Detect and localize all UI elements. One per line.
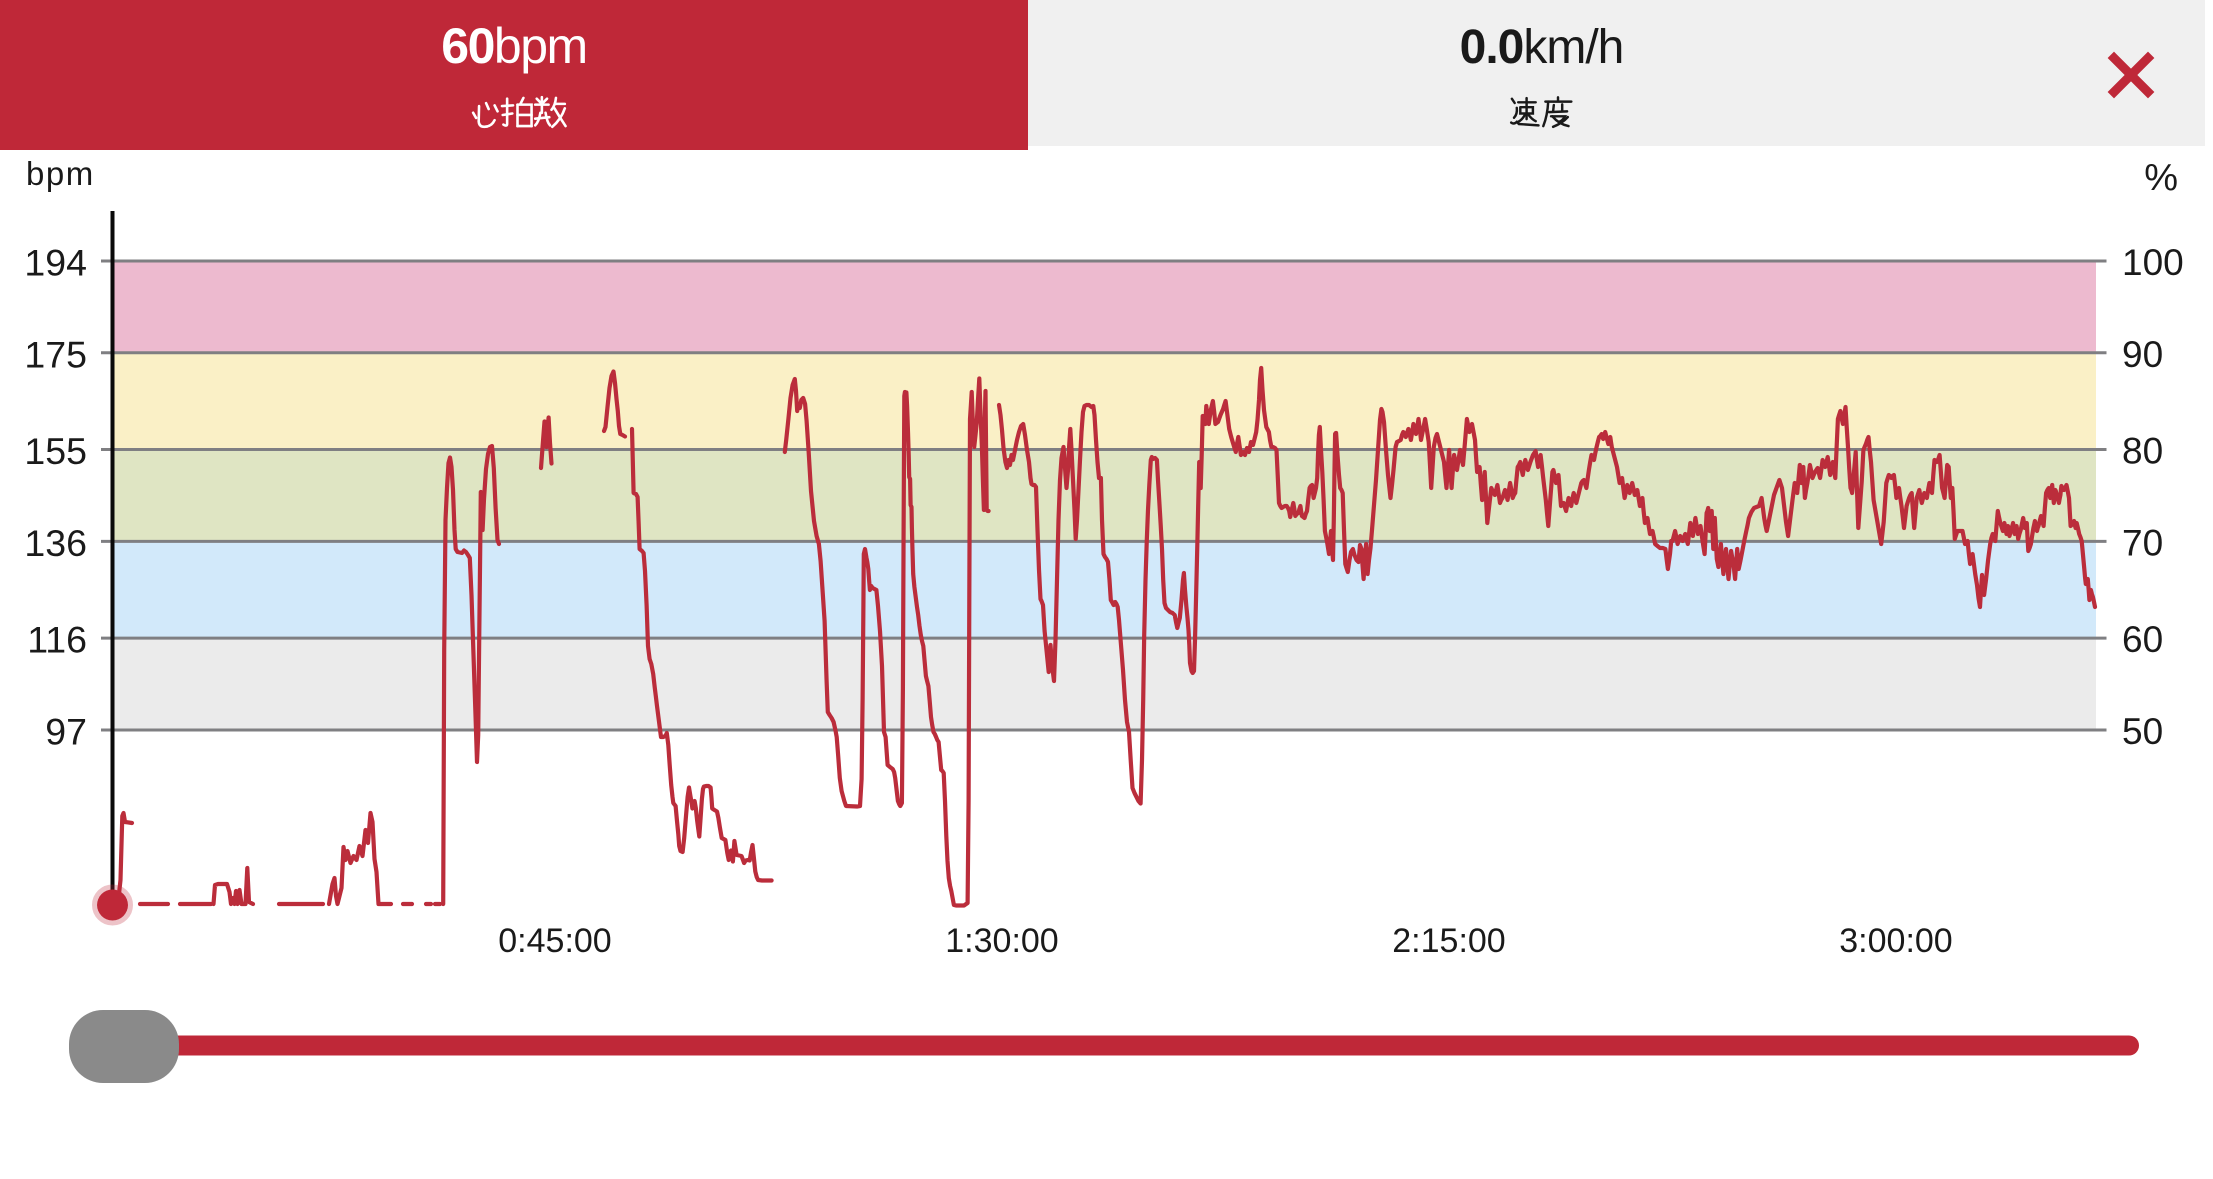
svg-text:90: 90 bbox=[2122, 334, 2163, 375]
svg-text:bpm: bpm bbox=[26, 155, 95, 192]
svg-text:136: 136 bbox=[24, 522, 87, 564]
svg-text:80: 80 bbox=[2122, 431, 2163, 472]
svg-text:1:30:00: 1:30:00 bbox=[945, 922, 1058, 960]
svg-text:%: % bbox=[2144, 157, 2178, 199]
svg-text:97: 97 bbox=[45, 711, 87, 753]
svg-text:2:15:00: 2:15:00 bbox=[1392, 922, 1505, 960]
svg-text:155: 155 bbox=[24, 430, 87, 472]
svg-text:3:00:00: 3:00:00 bbox=[1839, 922, 1952, 960]
svg-text:0:45:00: 0:45:00 bbox=[498, 922, 611, 960]
svg-text:50: 50 bbox=[2122, 711, 2163, 752]
svg-text:194: 194 bbox=[24, 242, 87, 284]
svg-text:116: 116 bbox=[27, 619, 87, 661]
svg-text:175: 175 bbox=[24, 333, 87, 375]
svg-text:100: 100 bbox=[2122, 242, 2184, 283]
svg-text:70: 70 bbox=[2122, 522, 2163, 563]
svg-text:60: 60 bbox=[2122, 619, 2163, 660]
